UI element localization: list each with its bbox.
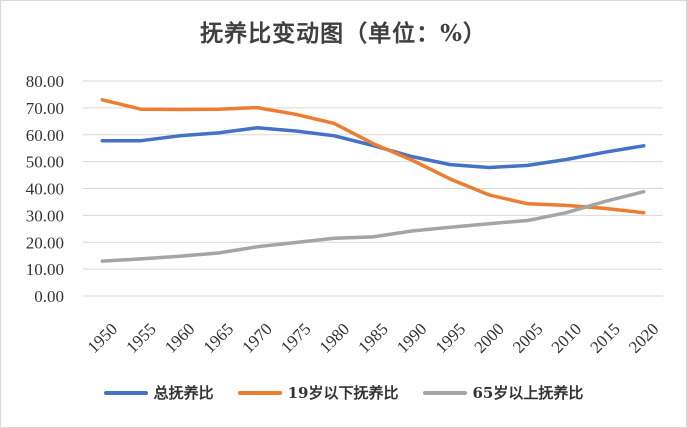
x-tick-label: 1995 [432,319,469,356]
x-tick-label: 2015 [586,319,623,356]
legend: 总抚养比 19岁以下抚养比 65岁以上抚养比 [0,382,687,403]
chart-title: 抚养比变动图（单位：%） [200,20,487,47]
y-tick-label: 20.00 [26,233,64,252]
x-axis-ticks: 1950 1955 1960 1965 1970 1975 1980 1985 1990 1995… [84,319,663,356]
series-lines [100,98,646,263]
legend-item-2: 19岁以下抚养比 [237,382,399,403]
y-tick-label: 10.00 [26,260,64,279]
x-tick-label: 1990 [393,319,430,356]
x-tick-label: 1955 [122,319,159,356]
x-tick-label: 1970 [238,319,275,356]
legend-label: 65岁以上抚养比 [472,384,584,402]
legend-swatch [422,390,467,395]
x-tick-label: 2005 [509,319,546,356]
x-tick-label: 1985 [354,319,391,356]
y-tick-label: 70.00 [26,99,64,118]
series-line-2 [100,98,646,215]
y-tick-label: 50.00 [26,153,64,172]
y-tick-label: 30.00 [26,206,64,225]
x-tick-label: 1975 [277,319,314,356]
y-axis-ticks: 0.00 10.00 20.00 30.00 40.00 50.00 60.00 70.00 8… [26,72,64,306]
x-tick-label: 2000 [470,319,507,356]
series-line-3 [100,189,646,263]
gridlines [83,80,663,297]
x-tick-label: 1965 [200,319,237,356]
legend-swatch [103,390,148,395]
y-tick-label: 60.00 [26,126,64,145]
legend-item-3: 65岁以上抚养比 [422,382,584,403]
legend-swatch [237,390,282,395]
y-tick-label: 40.00 [26,180,64,199]
x-tick-label: 1980 [316,319,353,356]
legend-item-1: 总抚养比 [103,382,214,403]
x-tick-label: 1960 [161,319,198,356]
legend-label: 19岁以下抚养比 [287,384,399,402]
x-tick-label: 2020 [625,319,662,356]
x-tick-label: 1950 [84,319,121,356]
x-tick-label: 2010 [548,319,585,356]
y-tick-label: 0.00 [34,287,64,306]
y-tick-label: 80.00 [26,72,64,91]
legend-label: 总抚养比 [153,384,214,402]
